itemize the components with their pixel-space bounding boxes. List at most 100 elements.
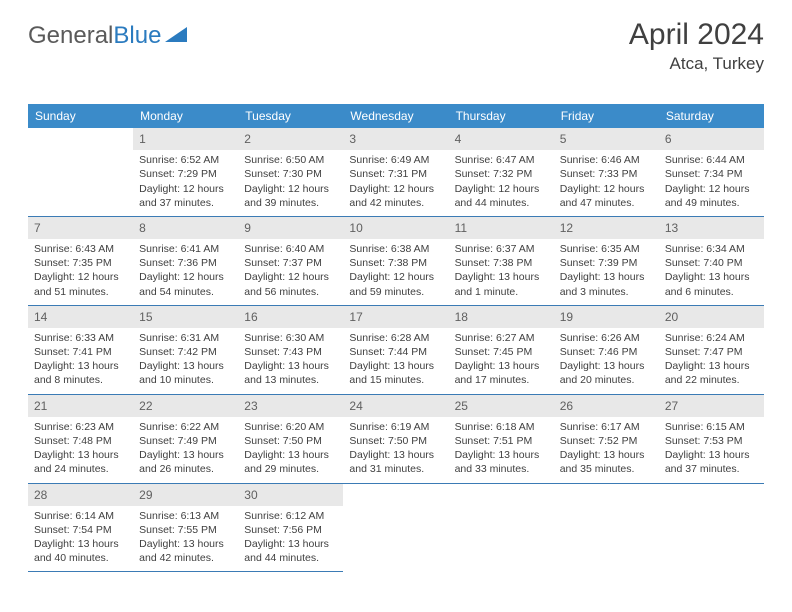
sunset-text: Sunset: 7:29 PM [139,167,232,181]
daylight-line2: and 37 minutes. [139,196,232,210]
sunset-text: Sunset: 7:49 PM [139,434,232,448]
daylight-line2: and 20 minutes. [560,373,653,387]
day-number: 16 [238,306,343,328]
daylight-line2: and 26 minutes. [139,462,232,476]
day-cell: 23Sunrise: 6:20 AMSunset: 7:50 PMDayligh… [238,395,343,484]
weekday-header: Wednesday [343,104,448,128]
daylight-line2: and 56 minutes. [244,285,337,299]
sunrise-text: Sunrise: 6:23 AM [34,420,127,434]
day-body: Sunrise: 6:46 AMSunset: 7:33 PMDaylight:… [554,150,659,216]
sunset-text: Sunset: 7:37 PM [244,256,337,270]
day-number: 30 [238,484,343,506]
daylight-line2: and 17 minutes. [455,373,548,387]
daylight-line1: Daylight: 13 hours [665,448,758,462]
daylight-line2: and 42 minutes. [349,196,442,210]
daylight-line1: Daylight: 13 hours [34,448,127,462]
day-body: Sunrise: 6:13 AMSunset: 7:55 PMDaylight:… [133,506,238,572]
day-body: Sunrise: 6:26 AMSunset: 7:46 PMDaylight:… [554,328,659,394]
sunrise-text: Sunrise: 6:49 AM [349,153,442,167]
sunrise-text: Sunrise: 6:14 AM [34,509,127,523]
sunset-text: Sunset: 7:32 PM [455,167,548,181]
daylight-line2: and 42 minutes. [139,551,232,565]
daylight-line1: Daylight: 13 hours [665,270,758,284]
sunset-text: Sunset: 7:54 PM [34,523,127,537]
day-cell: 25Sunrise: 6:18 AMSunset: 7:51 PMDayligh… [449,395,554,484]
day-cell: 8Sunrise: 6:41 AMSunset: 7:36 PMDaylight… [133,217,238,306]
day-cell: 29Sunrise: 6:13 AMSunset: 7:55 PMDayligh… [133,484,238,573]
day-number: 9 [238,217,343,239]
day-body: Sunrise: 6:34 AMSunset: 7:40 PMDaylight:… [659,239,764,305]
sunset-text: Sunset: 7:46 PM [560,345,653,359]
daylight-line1: Daylight: 12 hours [139,182,232,196]
sunrise-text: Sunrise: 6:37 AM [455,242,548,256]
day-cell: 30Sunrise: 6:12 AMSunset: 7:56 PMDayligh… [238,484,343,573]
sunrise-text: Sunrise: 6:19 AM [349,420,442,434]
weekday-header: Thursday [449,104,554,128]
sunrise-text: Sunrise: 6:40 AM [244,242,337,256]
day-number: 4 [449,128,554,150]
day-body: Sunrise: 6:52 AMSunset: 7:29 PMDaylight:… [133,150,238,216]
sunrise-text: Sunrise: 6:26 AM [560,331,653,345]
sunrise-text: Sunrise: 6:34 AM [665,242,758,256]
logo-triangle-icon [165,22,191,50]
daylight-line2: and 40 minutes. [34,551,127,565]
day-cell: 28Sunrise: 6:14 AMSunset: 7:54 PMDayligh… [28,484,133,573]
daylight-line1: Daylight: 12 hours [455,182,548,196]
sunset-text: Sunset: 7:35 PM [34,256,127,270]
day-body: Sunrise: 6:18 AMSunset: 7:51 PMDaylight:… [449,417,554,483]
sunset-text: Sunset: 7:33 PM [560,167,653,181]
day-number: 13 [659,217,764,239]
empty-cell [28,128,133,217]
day-cell: 11Sunrise: 6:37 AMSunset: 7:38 PMDayligh… [449,217,554,306]
sunset-text: Sunset: 7:36 PM [139,256,232,270]
day-number: 15 [133,306,238,328]
day-body: Sunrise: 6:12 AMSunset: 7:56 PMDaylight:… [238,506,343,572]
daylight-line1: Daylight: 13 hours [665,359,758,373]
day-number: 18 [449,306,554,328]
day-body: Sunrise: 6:15 AMSunset: 7:53 PMDaylight:… [659,417,764,483]
day-cell: 6Sunrise: 6:44 AMSunset: 7:34 PMDaylight… [659,128,764,217]
weekday-header: Friday [554,104,659,128]
daylight-line2: and 1 minute. [455,285,548,299]
day-number: 17 [343,306,448,328]
weekday-header: Tuesday [238,104,343,128]
day-body: Sunrise: 6:28 AMSunset: 7:44 PMDaylight:… [343,328,448,394]
day-number: 27 [659,395,764,417]
daylight-line2: and 22 minutes. [665,373,758,387]
daylight-line1: Daylight: 13 hours [560,270,653,284]
day-number: 25 [449,395,554,417]
day-body: Sunrise: 6:24 AMSunset: 7:47 PMDaylight:… [659,328,764,394]
day-body: Sunrise: 6:19 AMSunset: 7:50 PMDaylight:… [343,417,448,483]
day-cell: 15Sunrise: 6:31 AMSunset: 7:42 PMDayligh… [133,306,238,395]
day-body: Sunrise: 6:47 AMSunset: 7:32 PMDaylight:… [449,150,554,216]
day-number: 11 [449,217,554,239]
weekday-header: Sunday [28,104,133,128]
sunset-text: Sunset: 7:50 PM [349,434,442,448]
sunrise-text: Sunrise: 6:20 AM [244,420,337,434]
sunrise-text: Sunrise: 6:46 AM [560,153,653,167]
daylight-line1: Daylight: 13 hours [455,270,548,284]
month-title: April 2024 [629,18,764,52]
day-cell: 19Sunrise: 6:26 AMSunset: 7:46 PMDayligh… [554,306,659,395]
daylight-line2: and 37 minutes. [665,462,758,476]
day-cell: 4Sunrise: 6:47 AMSunset: 7:32 PMDaylight… [449,128,554,217]
daylight-line1: Daylight: 12 hours [34,270,127,284]
day-number: 6 [659,128,764,150]
day-number: 5 [554,128,659,150]
sunrise-text: Sunrise: 6:35 AM [560,242,653,256]
sunset-text: Sunset: 7:40 PM [665,256,758,270]
daylight-line2: and 13 minutes. [244,373,337,387]
daylight-line1: Daylight: 13 hours [455,448,548,462]
sunrise-text: Sunrise: 6:43 AM [34,242,127,256]
day-number: 7 [28,217,133,239]
daylight-line2: and 15 minutes. [349,373,442,387]
sunrise-text: Sunrise: 6:41 AM [139,242,232,256]
daylight-line1: Daylight: 13 hours [139,448,232,462]
daylight-line2: and 44 minutes. [455,196,548,210]
sunrise-text: Sunrise: 6:13 AM [139,509,232,523]
sunrise-text: Sunrise: 6:31 AM [139,331,232,345]
day-body: Sunrise: 6:49 AMSunset: 7:31 PMDaylight:… [343,150,448,216]
day-cell: 12Sunrise: 6:35 AMSunset: 7:39 PMDayligh… [554,217,659,306]
day-number: 23 [238,395,343,417]
daylight-line2: and 6 minutes. [665,285,758,299]
